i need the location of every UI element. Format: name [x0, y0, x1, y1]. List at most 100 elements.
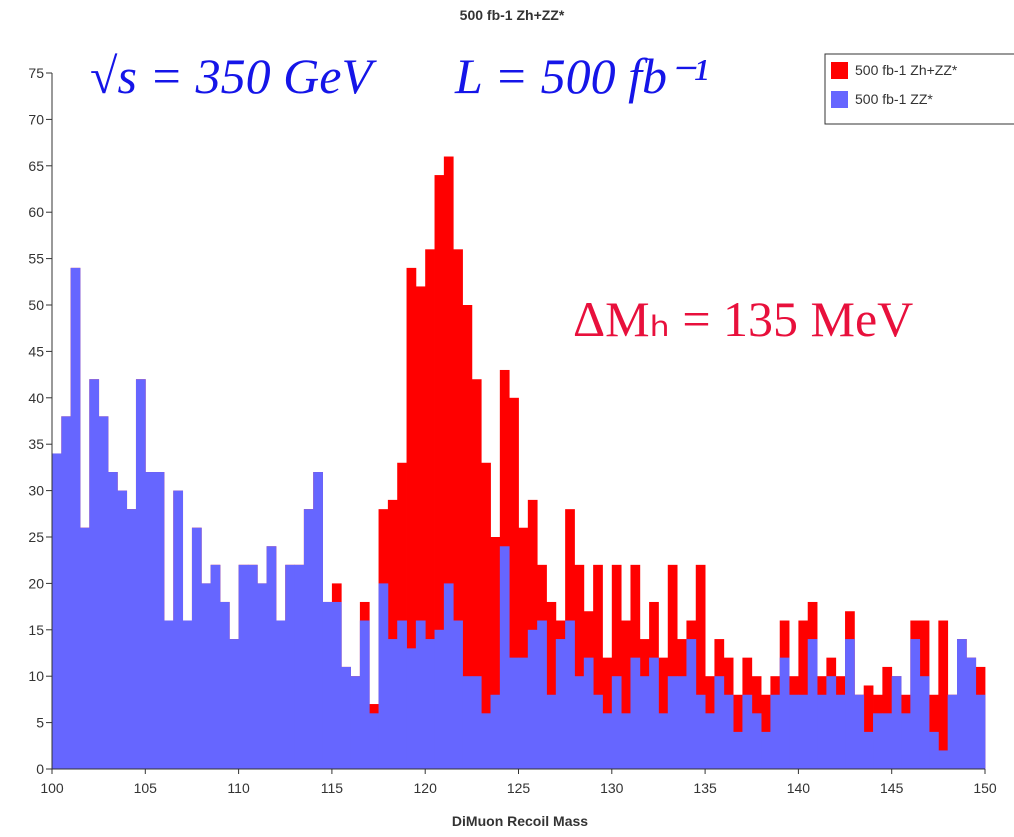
bar	[415, 286, 426, 769]
bar	[733, 731, 743, 769]
bar	[518, 657, 529, 769]
bar	[247, 564, 258, 769]
y-tick-label: 15	[28, 622, 44, 638]
legend-swatch	[831, 62, 848, 79]
bar	[462, 676, 473, 769]
legend-label: 500 fb-1 Zh+ZZ*	[855, 62, 958, 78]
bar	[649, 657, 659, 769]
bar	[434, 629, 445, 769]
bar	[490, 537, 501, 769]
y-tick-label: 50	[28, 297, 44, 313]
bar	[387, 639, 398, 769]
chart-title: 500 fb-1 Zh+ZZ*	[460, 7, 565, 23]
bar	[266, 546, 277, 769]
legend-swatch	[831, 91, 848, 108]
y-tick-label: 5	[36, 715, 44, 731]
bar	[154, 472, 165, 769]
bar	[546, 601, 557, 769]
plot-area	[52, 156, 986, 769]
bar	[509, 657, 519, 769]
bar	[555, 639, 566, 769]
bar	[919, 676, 930, 769]
bar	[79, 527, 90, 769]
x-tick-label: 135	[693, 780, 717, 796]
bar	[761, 731, 771, 769]
bar	[89, 379, 100, 769]
bar	[910, 639, 921, 769]
x-tick-label: 105	[134, 780, 158, 796]
y-tick-label: 55	[28, 251, 44, 267]
bar	[359, 620, 370, 769]
bar	[387, 499, 398, 769]
bar	[471, 676, 482, 769]
bar	[406, 267, 417, 769]
bar	[303, 509, 314, 769]
bar	[835, 694, 846, 769]
bar	[602, 713, 613, 769]
bar	[499, 546, 510, 769]
bar	[574, 564, 585, 769]
bar	[443, 583, 454, 769]
bar	[845, 639, 855, 769]
bar	[863, 731, 874, 769]
bar	[163, 620, 174, 769]
bar	[789, 694, 799, 769]
bar	[397, 462, 407, 769]
bar	[742, 694, 753, 769]
legend-label: 500 fb-1 ZZ*	[855, 91, 933, 107]
y-tick-label: 45	[28, 343, 44, 359]
bar	[481, 462, 491, 769]
bar	[966, 657, 977, 769]
y-tick-label: 70	[28, 111, 44, 127]
bar	[313, 472, 323, 769]
bar	[182, 620, 193, 769]
bar	[331, 601, 342, 769]
y-tick-label: 0	[36, 761, 44, 777]
bar	[695, 564, 706, 769]
bar	[537, 620, 547, 769]
bar	[667, 676, 678, 769]
bar	[882, 713, 893, 769]
annotation: ΔMₕ = 135 MeV	[573, 291, 913, 347]
bar	[667, 564, 678, 769]
bar	[714, 676, 725, 769]
bar	[639, 676, 650, 769]
bar	[854, 694, 865, 769]
bar	[901, 713, 911, 769]
bar	[135, 379, 146, 769]
bar	[527, 629, 538, 769]
bar	[611, 564, 622, 769]
annotation: L = 500 fb⁻¹	[454, 48, 708, 104]
y-tick-label: 25	[28, 529, 44, 545]
bar	[929, 731, 939, 769]
bar	[723, 694, 734, 769]
bar	[238, 564, 249, 769]
bar	[397, 620, 407, 769]
bar	[425, 249, 435, 769]
bar	[322, 601, 333, 769]
bar	[70, 267, 81, 769]
bar	[938, 620, 949, 769]
bar	[621, 620, 631, 769]
x-tick-label: 125	[507, 780, 531, 796]
bar	[798, 694, 809, 769]
bar	[173, 490, 184, 769]
bar	[574, 676, 585, 769]
bar	[285, 564, 295, 769]
bar	[751, 713, 762, 769]
y-tick-label: 75	[28, 65, 44, 81]
bar	[52, 453, 62, 769]
x-tick-label: 130	[600, 780, 624, 796]
bar	[947, 694, 958, 769]
x-tick-label: 140	[787, 780, 811, 796]
bar	[107, 472, 118, 769]
legend	[824, 53, 1014, 125]
bar	[117, 490, 128, 769]
y-tick-label: 60	[28, 204, 44, 220]
x-tick-label: 115	[321, 780, 344, 796]
bar	[621, 713, 631, 769]
bar	[191, 527, 202, 769]
bar	[350, 676, 361, 769]
bar	[546, 694, 557, 769]
